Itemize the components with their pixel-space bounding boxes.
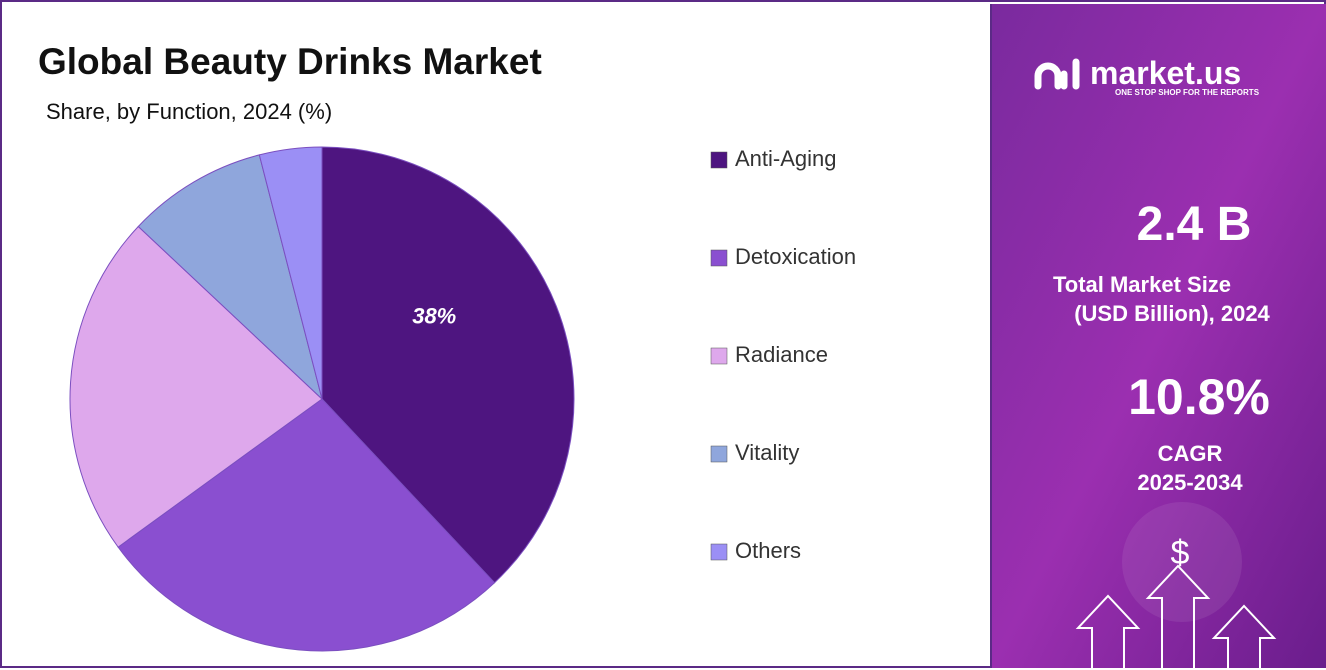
legend-label: Anti-Aging bbox=[735, 146, 837, 171]
cagr-label: CAGR bbox=[1158, 441, 1223, 466]
legend-label: Radiance bbox=[735, 342, 828, 367]
legend-swatch bbox=[710, 347, 728, 365]
legend-label: Detoxication bbox=[735, 244, 856, 269]
legend-label: Others bbox=[735, 538, 801, 563]
data-label: 38% bbox=[412, 303, 456, 328]
brand: market.us bbox=[1090, 55, 1241, 91]
cagr-label: 2025-2034 bbox=[1137, 470, 1243, 495]
pie-slice bbox=[258, 146, 323, 400]
currency-icon: $ bbox=[1171, 534, 1190, 572]
decor bbox=[1122, 502, 1242, 622]
pie-slice bbox=[69, 225, 323, 548]
legend-swatch bbox=[710, 445, 728, 463]
legend-label: Vitality bbox=[735, 440, 799, 465]
legend-swatch bbox=[710, 151, 728, 169]
pie-slice bbox=[117, 398, 496, 652]
cagr: 10.8% bbox=[1128, 369, 1270, 425]
side-panel bbox=[992, 4, 1326, 668]
legend-swatch bbox=[710, 543, 728, 561]
market-size: 2.4 B bbox=[1137, 198, 1252, 251]
pie-slice bbox=[321, 146, 575, 584]
logo-icon bbox=[1034, 58, 1080, 90]
legend-swatch bbox=[710, 249, 728, 267]
chart-subtitle: Share, by Function, 2024 (%) bbox=[46, 99, 332, 124]
tagline: ONE STOP SHOP FOR THE REPORTS bbox=[1115, 88, 1260, 97]
pie-slice bbox=[137, 154, 323, 401]
logo: market.us ONE STOP SHOP FOR THE REPORTS bbox=[1034, 55, 1260, 97]
market-size-label: (USD Billion), 2024 bbox=[1074, 301, 1270, 326]
chart-title: Global Beauty Drinks Market bbox=[38, 41, 542, 82]
arrows bbox=[1075, 564, 1277, 668]
market-size-label: Total Market Size bbox=[1053, 272, 1231, 297]
